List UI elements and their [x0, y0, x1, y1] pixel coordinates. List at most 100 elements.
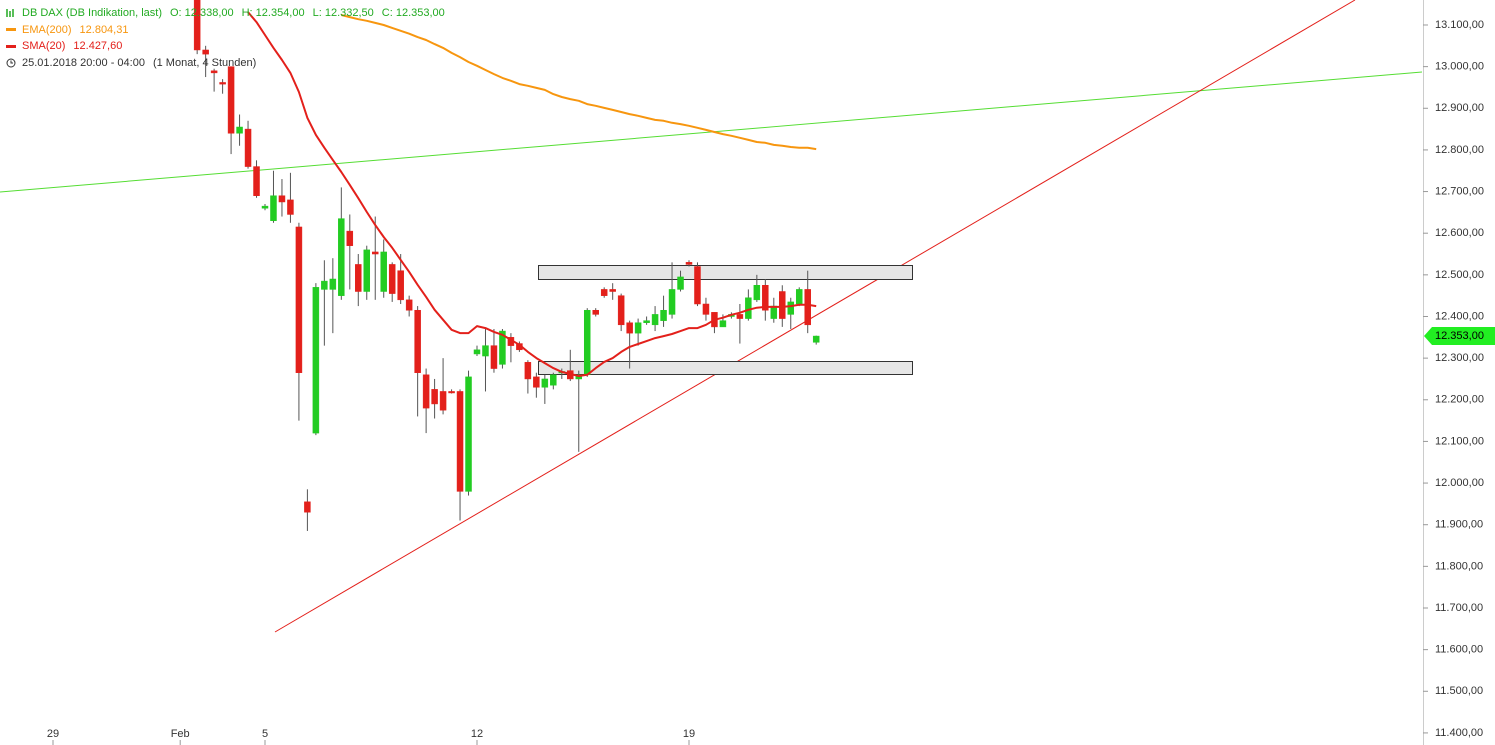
y-tick-label: 11.400,00 — [1435, 727, 1483, 739]
candle-body — [651, 314, 659, 326]
candle-body — [745, 297, 752, 319]
resistance-zone — [538, 265, 913, 280]
legend-label: DB DAX (DB Indikation, last) — [22, 7, 162, 19]
candle-body — [634, 322, 642, 334]
candle-body — [609, 289, 616, 292]
trend-line — [274, 0, 1356, 633]
candle-body — [388, 264, 396, 294]
candle-body — [338, 218, 345, 296]
legend-value: 12.804,31 — [79, 23, 129, 36]
candle-body — [685, 262, 693, 265]
period-label: 25.01.2018 20:00 - 04:00 — [22, 56, 145, 69]
y-tick-label: 11.800,00 — [1435, 560, 1483, 572]
candle-body — [762, 285, 769, 311]
candle-body — [363, 249, 371, 292]
candle-body — [804, 289, 811, 326]
support-zone — [538, 361, 913, 375]
y-tick-label: 12.400,00 — [1435, 310, 1484, 322]
candle-body — [499, 330, 506, 365]
candle-body — [355, 264, 362, 292]
candle-body — [414, 309, 421, 373]
ohlc-label: C: 12.353,00 — [381, 7, 445, 19]
x-tick-label: Feb — [171, 728, 190, 740]
candle-body — [770, 305, 778, 319]
y-tick-label: 12.900,00 — [1435, 102, 1484, 114]
candle-body — [448, 391, 455, 394]
legend-icon — [6, 9, 14, 18]
candle-body — [583, 309, 591, 376]
candle-body — [278, 195, 286, 203]
x-tick-label: 19 — [683, 728, 695, 740]
candle-body — [397, 270, 404, 301]
legend-value: 12.427,60 — [73, 40, 123, 52]
y-tick-label: 12.600,00 — [1435, 227, 1484, 239]
y-tick-label: 12.300,00 — [1435, 352, 1484, 364]
candle-body — [380, 251, 387, 292]
candle-body — [456, 391, 464, 492]
candle-body — [482, 345, 489, 357]
y-tick-label: 12.200,00 — [1435, 394, 1484, 406]
candle-body — [660, 309, 667, 321]
y-tick-label: 12.700,00 — [1435, 185, 1484, 197]
drawings — [0, 0, 1422, 633]
ohlc-label: L: 12.332,50 — [312, 7, 374, 19]
candle-body — [219, 82, 226, 85]
y-tick-label: 12.100,00 — [1435, 435, 1484, 447]
last-price-tag — [1424, 327, 1495, 346]
candle-body — [312, 287, 320, 434]
legend-label: SMA(20) — [22, 40, 66, 52]
candle-body — [736, 314, 744, 319]
ohlc-label: O: 12.338,00 — [170, 7, 234, 19]
candle-body — [295, 226, 303, 373]
candle-body — [439, 391, 447, 411]
candle-body — [600, 289, 608, 296]
legend-swatch — [6, 44, 16, 48]
candle-body — [321, 280, 328, 290]
clock-icon — [6, 58, 16, 68]
plot-area — [193, 0, 820, 531]
candle-body — [677, 276, 684, 290]
candle-body — [490, 345, 498, 369]
y-tick-label: 13.100,00 — [1435, 19, 1484, 31]
candle-body — [694, 266, 701, 305]
legend-swatch — [6, 28, 16, 32]
candle-body — [473, 349, 481, 355]
candle-body — [431, 389, 438, 405]
candle-body — [617, 295, 625, 326]
indicator-line — [341, 14, 817, 151]
candle-body — [270, 195, 277, 221]
candle-body — [422, 374, 430, 409]
candle-body — [550, 374, 557, 386]
interval-label: (1 Monat, 4 Stunden) — [152, 56, 257, 69]
legend-row: EMA(200) 12.804,31 — [6, 22, 445, 39]
candle-body — [702, 303, 710, 315]
candle-body — [261, 205, 269, 209]
y-tick-label: 11.700,00 — [1435, 602, 1483, 614]
candle-body — [236, 126, 243, 134]
candle-body — [193, 0, 201, 51]
x-tick-label: 29 — [47, 728, 59, 740]
candle-body — [643, 320, 650, 323]
candle-body — [371, 251, 379, 255]
candle-body — [541, 378, 549, 388]
candle-body — [533, 376, 540, 388]
candle-body — [244, 128, 252, 167]
indicator-line — [247, 11, 817, 377]
candle-body — [592, 309, 599, 315]
last-price-label: 12.353,00 — [1435, 330, 1484, 342]
y-tick-label: 11.500,00 — [1435, 685, 1483, 697]
candle-body — [346, 230, 354, 246]
candle-body — [668, 289, 676, 315]
candle-body — [626, 322, 633, 334]
candle-body — [405, 299, 413, 311]
ohlc-label: H: 12.354,00 — [241, 7, 305, 19]
x-tick-label: 5 — [262, 728, 268, 740]
x-tick-label: 12 — [471, 728, 483, 740]
candle-body — [210, 70, 218, 74]
y-tick-label: 13.000,00 — [1435, 61, 1484, 73]
y-tick-label: 11.600,00 — [1435, 644, 1483, 656]
candle-body — [795, 289, 803, 305]
candle-body — [253, 166, 260, 196]
